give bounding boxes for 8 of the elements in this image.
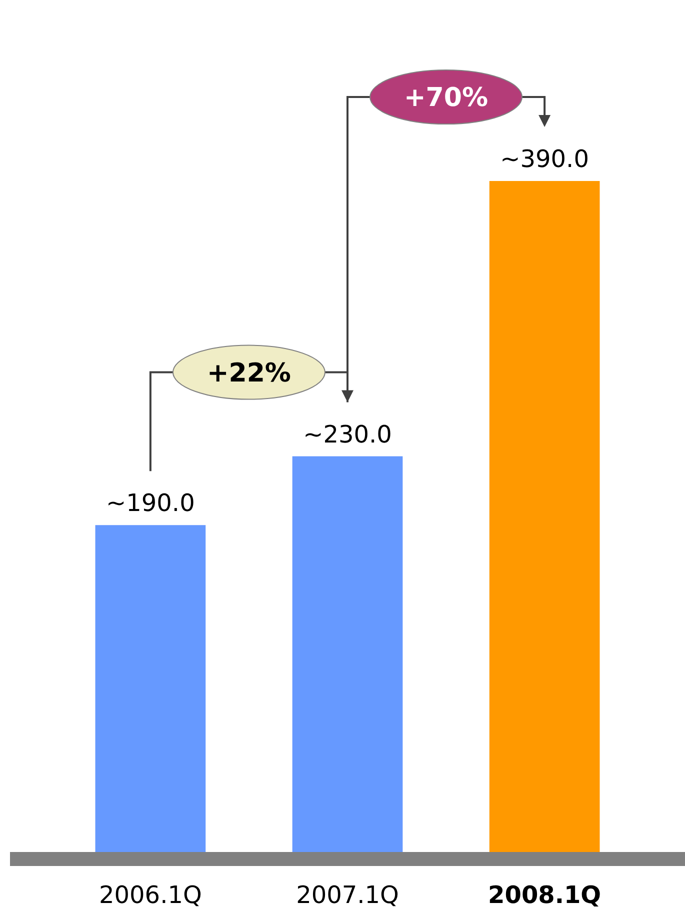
x-tick-label: 2007.1Q <box>296 881 399 909</box>
data-label: ~190.0 <box>106 489 195 518</box>
data-label: ~230.0 <box>303 420 392 448</box>
annotation: +22% <box>206 358 291 388</box>
text: +70% <box>404 83 488 113</box>
x-tick-label: 2006.1Q <box>99 881 202 909</box>
data-label: ~390.0 <box>500 145 589 173</box>
x-tick-label: 2008.1Q <box>488 881 602 909</box>
